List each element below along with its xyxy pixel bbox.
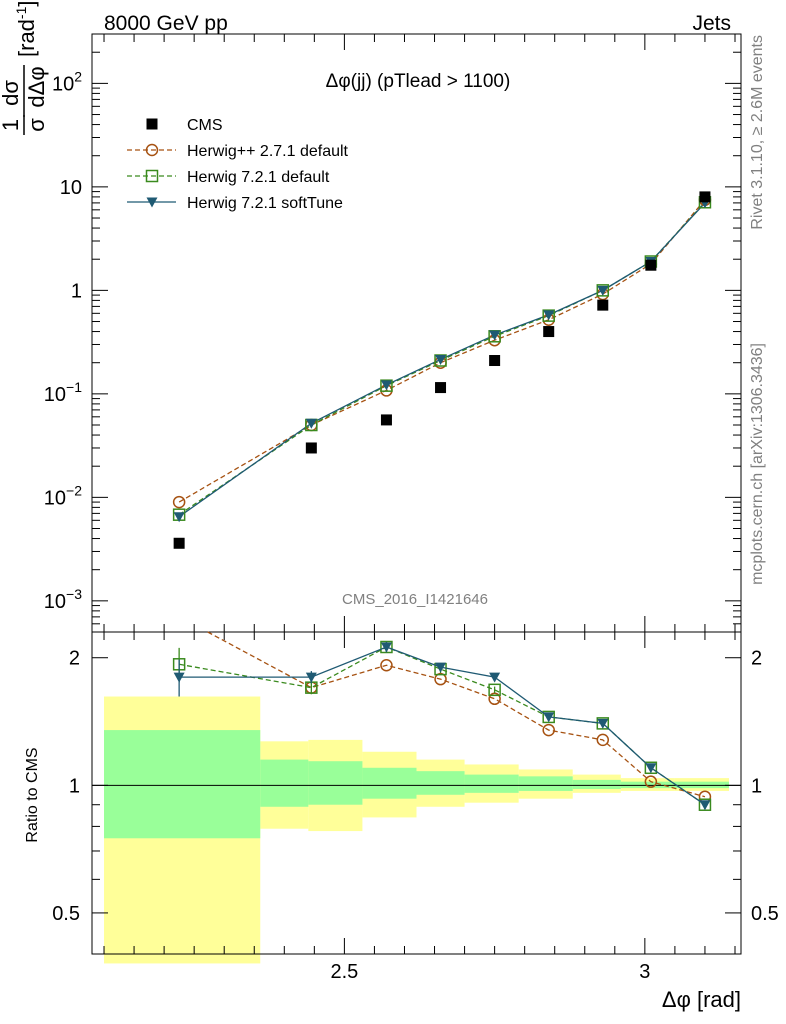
y-tick-label: 10−1 bbox=[44, 379, 82, 406]
ratio-series-layer bbox=[172, 631, 712, 811]
stat-band bbox=[104, 730, 261, 839]
ratio-frame bbox=[91, 631, 742, 955]
ratio-point bbox=[644, 775, 658, 788]
legend-label: Herwig 7.2.1 default bbox=[187, 169, 330, 186]
main-ylabel: 1 σ dσ dΔφ [rad-1] bbox=[0, 1, 49, 135]
chart-title: Δφ(jj) (pTlead > 1100) bbox=[326, 71, 511, 92]
ratio-y-tick-label-left: 0.5 bbox=[52, 903, 80, 925]
legend-marker bbox=[145, 169, 159, 183]
energy-label: 8000 GeV pp bbox=[104, 12, 228, 35]
ratio-y-tick-label-left: 2 bbox=[69, 648, 80, 670]
series-line bbox=[178, 199, 706, 503]
mcplots-label: mcplots.cern.ch [arXiv:1306.3436] bbox=[749, 343, 766, 585]
ratio-y-tick-label-right: 0.5 bbox=[751, 903, 779, 925]
x-tick-label: 3 bbox=[639, 961, 650, 983]
xlabel: Δφ [rad] bbox=[662, 987, 741, 1012]
ratio-point bbox=[542, 723, 555, 737]
data-point bbox=[542, 309, 555, 322]
ratio-point bbox=[305, 672, 317, 683]
ratio-point bbox=[699, 800, 711, 811]
legend-label: CMS bbox=[187, 117, 223, 134]
x-tick-label: 2.5 bbox=[330, 961, 358, 983]
data-point bbox=[173, 512, 185, 523]
ratio-point bbox=[173, 672, 185, 683]
ratio-point bbox=[488, 692, 501, 706]
y-tick-label: 10−3 bbox=[44, 586, 82, 613]
stat-band bbox=[464, 774, 519, 793]
legend-label: Herwig 7.2.1 softTune bbox=[187, 195, 343, 212]
stat-band bbox=[362, 767, 417, 799]
y-tick-label: 10 bbox=[60, 177, 82, 199]
ratio-axes: 0.5 0.5 1 1 2 2 bbox=[52, 648, 779, 955]
data-point bbox=[645, 259, 657, 271]
ratio-point bbox=[596, 733, 610, 747]
stat-band bbox=[572, 779, 621, 790]
ylabel-frac1-den: σ bbox=[24, 118, 49, 132]
ratio-ylabel: Ratio to CMS bbox=[24, 747, 41, 842]
data-point bbox=[699, 191, 711, 203]
ylabel-frac2-den: dΔφ bbox=[24, 66, 49, 107]
data-point bbox=[597, 299, 609, 311]
data-point bbox=[172, 495, 186, 509]
ratio-y-tick-label-left: 1 bbox=[69, 775, 80, 797]
legend-marker bbox=[146, 118, 158, 130]
ratio-point bbox=[434, 672, 447, 686]
data-point bbox=[543, 310, 555, 321]
ylabel-frac2-num: dσ bbox=[0, 80, 23, 106]
category-label: Jets bbox=[692, 12, 731, 35]
ratio-point bbox=[597, 718, 609, 729]
y-tick-label: 10−2 bbox=[44, 482, 82, 509]
data-point bbox=[489, 330, 501, 341]
data-point bbox=[435, 354, 447, 365]
ratio-point bbox=[380, 658, 393, 672]
data-point bbox=[543, 326, 555, 338]
legend: CMS Herwig++ 2.7.1 default Herwig 7.2.1 de… bbox=[127, 117, 349, 212]
data-point bbox=[305, 442, 317, 454]
stat-band bbox=[416, 771, 465, 795]
legend-marker bbox=[145, 143, 159, 157]
data-point bbox=[380, 380, 392, 391]
ratio-point bbox=[380, 642, 392, 653]
rivet-version-label: Rivet 3.1.10, ≥ 2.6M events bbox=[749, 35, 766, 230]
ratio-point bbox=[488, 683, 501, 697]
stat-band bbox=[518, 776, 573, 791]
ratio-y-tick-label-right: 1 bbox=[751, 775, 762, 797]
analysis-label: CMS_2016_I1421646 bbox=[342, 591, 488, 608]
stat-band bbox=[308, 761, 363, 805]
data-point bbox=[380, 414, 392, 426]
legend-marker bbox=[146, 197, 158, 208]
ratio-point bbox=[543, 712, 555, 723]
ratio-point bbox=[645, 763, 657, 774]
main-axes: 10−3 10−2 10−1 1 10 102 2.5 3 bbox=[44, 33, 741, 983]
ratio-y-tick-label-right: 2 bbox=[751, 648, 762, 670]
data-point bbox=[597, 285, 609, 296]
data-point bbox=[305, 418, 317, 429]
ylabel-unit: [rad-1] bbox=[13, 1, 39, 58]
data-point bbox=[435, 382, 447, 394]
ratio-point bbox=[435, 662, 447, 673]
legend-label: Herwig++ 2.7.1 default bbox=[187, 143, 349, 160]
data-point bbox=[380, 379, 393, 392]
data-point bbox=[489, 355, 501, 367]
y-tick-label: 1 bbox=[71, 280, 82, 302]
main-series-layer bbox=[172, 191, 712, 549]
ratio-uncertainty-bands bbox=[92, 696, 741, 964]
data-point bbox=[173, 537, 185, 549]
ylabel-frac1-num: 1 bbox=[0, 119, 23, 131]
stat-band bbox=[260, 759, 309, 807]
y-tick-label: 102 bbox=[52, 68, 82, 95]
ratio-point bbox=[489, 672, 501, 683]
